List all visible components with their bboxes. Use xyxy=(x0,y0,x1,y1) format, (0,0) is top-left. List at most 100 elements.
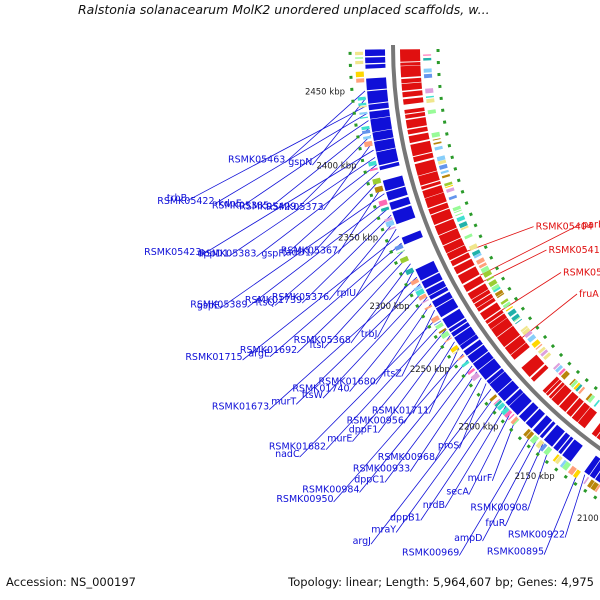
forward-cds-arrow xyxy=(472,351,494,371)
forward-gene-label: RSMK05423 xyxy=(144,247,201,258)
reverse-cds-arrow xyxy=(401,82,422,91)
kbp-tick-label: 2150 kbp xyxy=(515,472,555,482)
forward-cds-arrow xyxy=(463,339,483,356)
reverse-cog-track xyxy=(440,169,449,175)
reverse-cds-arrow xyxy=(424,192,447,209)
forward-leader-line xyxy=(274,207,390,306)
forward-gene-label: RSMK05383 xyxy=(199,249,256,260)
reverse-cds-arrow xyxy=(551,384,572,406)
forward-gene-label: fadD1 xyxy=(282,247,311,258)
forward-cds-arrow xyxy=(389,196,411,210)
forward-gene-label: RSMK01715 xyxy=(185,352,242,363)
feature-rings xyxy=(348,44,600,503)
forward-cds-arrow xyxy=(454,326,476,346)
reverse-cds-arrow xyxy=(480,302,501,320)
forward-cog-track xyxy=(489,394,498,402)
forward-gene-label: murT xyxy=(271,396,296,407)
reverse-cog-track xyxy=(486,275,495,282)
forward-gene-label: RSMK05368 xyxy=(294,335,351,346)
reverse-cds-arrow xyxy=(457,266,480,284)
reverse-cog-track xyxy=(578,386,586,395)
forward-gene-label: RSMK05389 xyxy=(190,299,247,310)
reverse-leader-line xyxy=(501,272,562,311)
forward-leader-line xyxy=(301,214,392,304)
forward-cds-arrow xyxy=(382,175,405,192)
forward-cog-track xyxy=(355,57,364,59)
forward-gene-label: proS xyxy=(438,440,460,451)
forward-cog-track xyxy=(543,446,553,456)
forward-gene-label: ftsW xyxy=(302,390,324,401)
forward-cog-track xyxy=(535,439,545,449)
reverse-cog-track xyxy=(423,73,433,79)
forward-leader-line xyxy=(355,228,397,297)
reverse-cog-track xyxy=(527,334,537,343)
kbp-tick-label: 2100 kbp xyxy=(577,514,600,524)
forward-leader-lines xyxy=(186,90,586,556)
reverse-cog-track xyxy=(505,306,514,312)
forward-gene-label: RSMK00922 xyxy=(508,530,565,541)
forward-gene-label: RSMK00956 xyxy=(347,415,404,426)
forward-cds-arrow xyxy=(365,49,386,57)
forward-cog-track xyxy=(358,102,367,106)
reverse-cog-track xyxy=(433,141,442,145)
reverse-cog-track xyxy=(438,163,448,170)
map-title: Ralstonia solanacearum MolK2 unordered u… xyxy=(78,2,490,17)
forward-leader-line xyxy=(377,270,415,338)
forward-cog-track xyxy=(567,465,577,476)
forward-gene-label: trbB xyxy=(167,193,187,204)
forward-gene-label: RSMK05422 xyxy=(157,196,214,207)
reverse-cds-arrow xyxy=(453,258,475,275)
reverse-cog-track xyxy=(425,95,434,98)
forward-cog-track xyxy=(380,206,390,212)
reverse-gene-label: RSMK05421 xyxy=(563,268,600,279)
reverse-gene-label: RSMK05404 xyxy=(536,222,593,233)
reverse-cds-arrow xyxy=(542,376,560,394)
reverse-cds-arrow xyxy=(571,402,591,423)
forward-cog-track xyxy=(418,293,428,301)
forward-leader-line xyxy=(296,135,372,210)
forward-cog-track xyxy=(453,349,461,355)
forward-gene-label: fruR xyxy=(485,518,505,529)
reverse-cds-arrow xyxy=(450,252,471,267)
forward-gene-label: RSMK05385 xyxy=(212,200,269,211)
reverse-cds-arrow xyxy=(566,397,584,417)
forward-leader-line xyxy=(269,242,402,358)
forward-cog-track xyxy=(369,167,378,172)
forward-leader-line xyxy=(370,388,492,545)
reverse-cog-track xyxy=(500,298,509,305)
forward-cds-arrow xyxy=(365,63,386,69)
reverse-cds-arrow xyxy=(476,297,496,312)
forward-cds-arrow xyxy=(486,368,505,384)
forward-gene-label: RSMK05429 xyxy=(239,201,296,212)
reverse-cog-track xyxy=(587,394,596,403)
forward-leader-line xyxy=(349,296,428,392)
reverse-cds-arrow xyxy=(405,112,426,119)
forward-cog-track xyxy=(470,372,481,382)
reverse-cds-arrow xyxy=(400,65,421,78)
reverse-cog-track xyxy=(437,159,447,165)
forward-cds-arrow xyxy=(505,388,524,406)
forward-leader-line xyxy=(241,120,369,207)
reverse-leader-lines xyxy=(467,224,581,338)
forward-leader-line xyxy=(375,303,432,385)
topology-summary: Topology: linear; Length: 5,964,607 bp; … xyxy=(288,575,594,589)
forward-leader-line xyxy=(458,431,533,556)
reverse-cog-track xyxy=(515,318,523,325)
reverse-cog-track xyxy=(425,88,434,94)
reverse-cog-track xyxy=(511,313,520,322)
forward-leader-line xyxy=(299,316,439,458)
reverse-cog-track xyxy=(441,174,451,179)
forward-leader-line xyxy=(377,335,451,433)
kbp-tick-label: 2450 kbp xyxy=(305,88,345,98)
forward-cds-arrow xyxy=(558,436,574,455)
forward-leader-line xyxy=(403,341,455,424)
reverse-cog-track xyxy=(555,364,563,373)
reverse-cog-track xyxy=(464,233,473,240)
forward-cog-track xyxy=(413,284,423,292)
forward-cog-track xyxy=(587,479,595,489)
reverse-cog-track xyxy=(446,187,455,193)
forward-cds-arrow xyxy=(584,455,600,476)
reverse-leader-line xyxy=(467,226,534,252)
forward-cog-track xyxy=(368,160,377,167)
forward-cog-track xyxy=(590,481,599,491)
